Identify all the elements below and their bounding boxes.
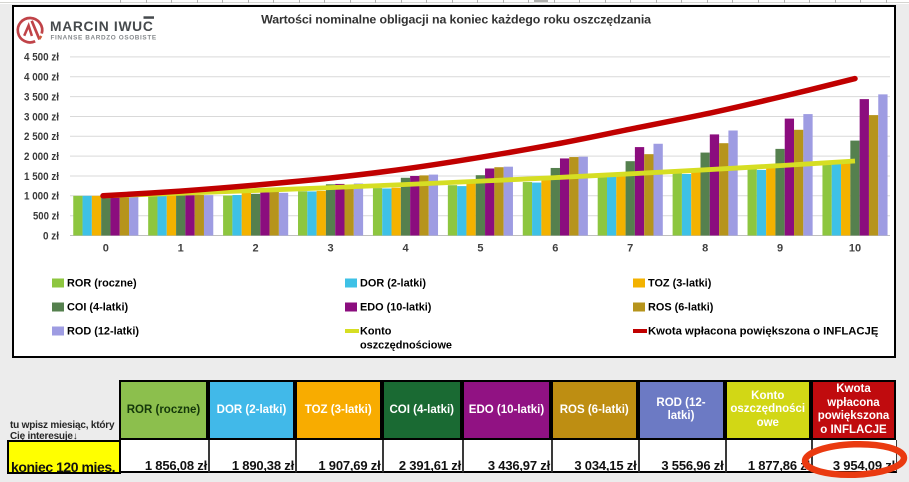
svg-text:3 500 zł: 3 500 zł: [24, 91, 59, 103]
svg-text:0 zł: 0 zł: [43, 230, 59, 242]
svg-text:4 000 zł: 4 000 zł: [24, 72, 59, 84]
svg-text:MARCIN IWUC: MARCIN IWUC: [50, 19, 154, 34]
svg-text:FINANSE BARDZO OSOBISTE: FINANSE BARDZO OSOBISTE: [51, 35, 157, 42]
svg-text:2 500 zł: 2 500 zł: [24, 131, 59, 143]
svg-text:2: 2: [253, 243, 259, 255]
svg-text:Kwota wpłacona powiększona o I: Kwota wpłacona powiększona o INFLACJĘ: [648, 326, 879, 338]
svg-text:ROS (6-latki): ROS (6-latki): [648, 302, 714, 314]
svg-text:ROR (roczne): ROR (roczne): [67, 278, 137, 290]
svg-text:5: 5: [477, 243, 483, 255]
svg-text:ROD (12-latki): ROD (12-latki): [67, 326, 139, 338]
svg-text:TOZ (3-latki): TOZ (3-latki): [648, 278, 712, 290]
svg-text:oszczędnościowe: oszczędnościowe: [360, 340, 452, 352]
svg-text:0: 0: [103, 243, 109, 255]
svg-text:4: 4: [402, 243, 409, 255]
svg-text:4 500 zł: 4 500 zł: [24, 52, 59, 64]
svg-text:Konto: Konto: [360, 326, 392, 338]
svg-text:2 000 zł: 2 000 zł: [24, 151, 59, 163]
svg-text:9: 9: [777, 243, 783, 255]
svg-text:1: 1: [178, 243, 184, 255]
svg-text:3 000 zł: 3 000 zł: [24, 111, 59, 123]
svg-text:7: 7: [627, 243, 633, 255]
svg-text:6: 6: [552, 243, 558, 255]
svg-text:3: 3: [328, 243, 334, 255]
svg-text:500 zł: 500 zł: [33, 211, 59, 223]
svg-text:DOR (2-latki): DOR (2-latki): [360, 278, 426, 290]
svg-text:COI (4-latki): COI (4-latki): [67, 302, 128, 314]
svg-text:1 500 zł: 1 500 zł: [24, 171, 59, 183]
svg-text:10: 10: [849, 243, 861, 255]
svg-text:1 000 zł: 1 000 zł: [24, 191, 59, 203]
svg-text:EDO (10-latki): EDO (10-latki): [360, 302, 432, 314]
svg-text:Wartości nominalne obligacji n: Wartości nominalne obligacji na koniec k…: [261, 13, 651, 27]
svg-text:8: 8: [702, 243, 708, 255]
